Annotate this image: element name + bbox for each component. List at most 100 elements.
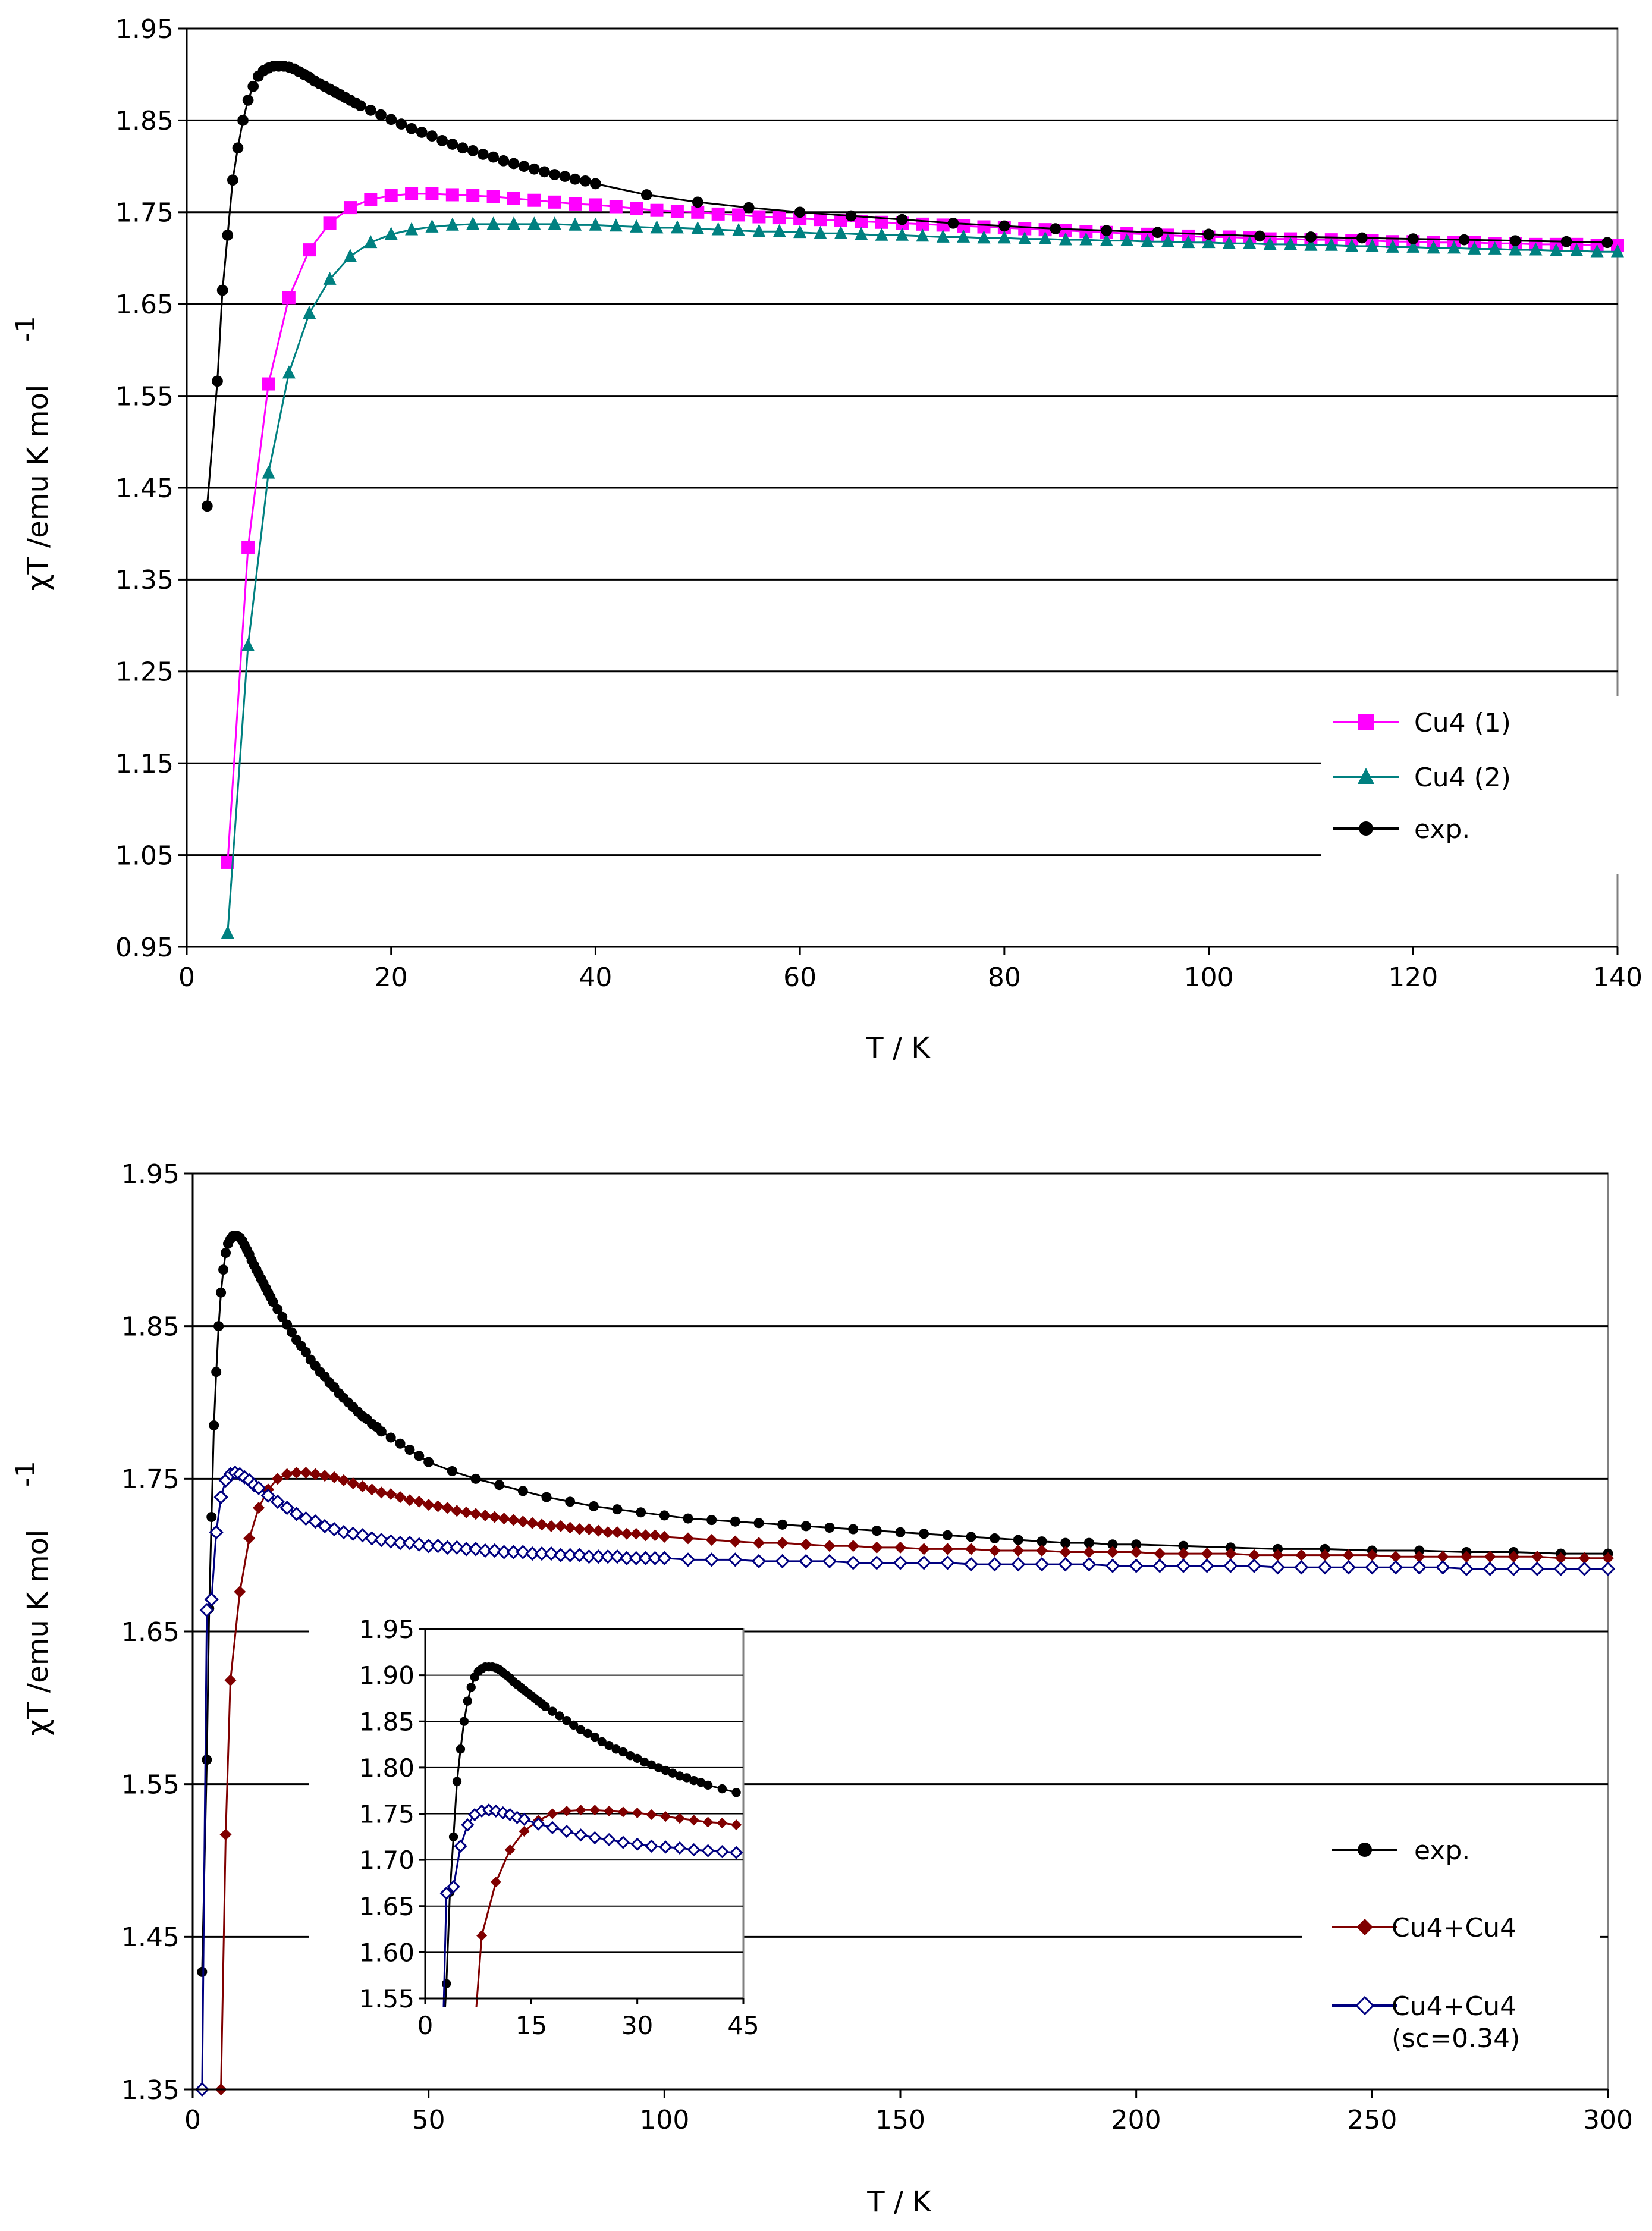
chart-bottom-point-cu4-cu4 (1201, 1548, 1213, 1560)
chart-bottom-point-cu4-cu4 (847, 1540, 859, 1552)
chart-top-point-cu4-2 (384, 227, 398, 240)
chart-bottom-legend-box (1302, 1825, 1600, 2069)
chart-top-point-cu4-2 (445, 217, 459, 231)
chart-top-point-cu4-1 (1018, 222, 1032, 236)
inset-point-cu4-cu4 (660, 1811, 671, 1822)
chart-top-y-tick-label: 1.95 (115, 14, 174, 45)
chart-bottom-point-cu4-cu4 (1177, 1548, 1189, 1560)
inset-point-cu4-cu4-sc-0-34 (517, 1812, 531, 1826)
chart-top-y-tick-label: 1.65 (115, 290, 174, 320)
chart-top-point-cu4-1 (405, 187, 419, 200)
inset-point-cu4-cu4-sc-0-34 (659, 1840, 673, 1854)
chart-bottom-point-cu4-cu4-sc-0-34 (506, 1545, 521, 1559)
chart-top-x-tick-label: 140 (1593, 962, 1642, 993)
chart-bottom-point-exp (683, 1513, 693, 1524)
chart-bottom-point-cu4-cu4-sc-0-34 (1600, 1561, 1616, 1576)
chart-bottom-x-tick-label: 50 (412, 2105, 445, 2135)
chart-bottom-point-cu4-cu4 (1602, 1552, 1614, 1564)
chart-top-point-exp (375, 109, 387, 121)
chart-bottom-point-cu4-cu4 (988, 1544, 1001, 1557)
chart-bottom-point-exp (268, 1297, 278, 1307)
chart-bottom-point-exp (1013, 1535, 1023, 1545)
inset-point-cu4-cu4 (617, 1806, 629, 1818)
inset-axes: 1.55 1.60 1.65 1.70 1.75 1.80 1.85 1.90 1.95 0 15 3… (359, 1615, 759, 2040)
chart-top-point-cu4-2 (1570, 243, 1584, 256)
chart-bottom-point-exp (282, 1319, 293, 1330)
inset-point-exp (668, 1768, 677, 1778)
chart-bottom-point-cu4-cu4 (1248, 1549, 1260, 1561)
inset-y-tick-label: 1.55 (359, 1984, 414, 2013)
chart-bottom-point-cu4-cu4-sc-0-34 (846, 1555, 860, 1570)
chart-bottom-point-cu4-cu4 (460, 1506, 473, 1518)
chart-top-point-cu4-1 (323, 216, 337, 230)
inset-point-exp (456, 1744, 466, 1754)
chart-top-point-exp (385, 114, 397, 125)
inset-point-cu4-cu4-sc-0-34 (715, 1845, 729, 1859)
chart-bottom-point-cu4-cu4-sc-0-34 (619, 1551, 634, 1565)
chart-bottom-x-tick-label: 100 (639, 2105, 689, 2135)
chart-bottom-point-exp (565, 1496, 576, 1507)
chart-bottom-x-label: T / K (866, 2185, 932, 2219)
chart-bottom-point-exp (517, 1486, 528, 1496)
chart-bottom-point-exp (423, 1457, 434, 1467)
inset-point-cu4-cu4 (632, 1807, 643, 1818)
chart-bottom-point-cu4-cu4-sc-0-34 (421, 1539, 436, 1554)
chart-bottom-point-cu4-cu4 (385, 1488, 397, 1500)
chart-bottom-point-cu4-cu4 (871, 1541, 883, 1554)
chart-bottom-point-exp (1060, 1537, 1071, 1548)
chart-bottom-point-cu4-cu4 (564, 1521, 576, 1534)
chart-bottom-point-cu4-cu4-sc-0-34 (209, 1525, 224, 1540)
inset-point-cu4-cu4 (702, 1816, 714, 1828)
inset-point-exp (604, 1740, 614, 1750)
chart-bottom-point-cu4-cu4 (219, 1828, 232, 1841)
chart-top-point-cu4-2 (1284, 237, 1298, 250)
chart-top-point-cu4-2 (1304, 237, 1318, 251)
chart-bottom-point-exp (848, 1524, 859, 1535)
chart-top-point-cu4-2 (1222, 236, 1236, 249)
chart-bottom-legend-marker-cu4cu4-sc (1355, 1995, 1375, 2016)
chart-bottom-point-cu4-cu4-sc-0-34 (204, 1592, 219, 1607)
chart-top-point-exp (354, 100, 366, 112)
chart-bottom-point-exp (990, 1533, 1000, 1543)
chart-top-point-cu4-1 (343, 201, 357, 215)
chart-top-point-cu4-2 (977, 230, 991, 244)
chart-bottom-point-exp (871, 1526, 882, 1536)
chart-bottom-point-cu4-cu4-sc-0-34 (392, 1536, 408, 1551)
chart-bottom-point-exp (730, 1516, 740, 1527)
chart-top-point-cu4-2 (732, 223, 746, 237)
chart-bottom-x-tick-label: 250 (1347, 2105, 1397, 2135)
chart-bottom-legend-label-cu4cu4-sc-line1: Cu4+Cu4 (1392, 1991, 1516, 2022)
chart-bottom-point-cu4-cu4-sc-0-34 (213, 1490, 228, 1505)
chart-bottom-point-cu4-cu4 (1413, 1551, 1425, 1563)
chart-bottom-y-tick-label: 1.75 (121, 1464, 180, 1495)
chart-top-point-cu4-1 (650, 203, 664, 217)
chart-top-point-cu4-2 (1590, 244, 1604, 258)
chart-top-point-exp (216, 284, 228, 296)
chart-top-point-exp (1509, 235, 1521, 247)
chart-bottom-y-tick-label: 1.45 (121, 1922, 180, 1953)
inset-point-exp (555, 1711, 564, 1721)
chart-bottom-point-cu4-cu4-sc-0-34 (1294, 1560, 1309, 1575)
inset-point-cu4-cu4 (575, 1805, 586, 1816)
chart-top-point-cu4-1 (384, 189, 398, 203)
chart-bottom-point-exp (1225, 1542, 1236, 1553)
inset-point-cu4-cu4-sc-0-34 (454, 1839, 467, 1853)
chart-top-x-tick-label: 100 (1184, 962, 1234, 993)
chart-bottom-point-cu4-cu4-sc-0-34 (869, 1555, 884, 1570)
chart-bottom-point-cu4-cu4-sc-0-34 (893, 1555, 908, 1570)
inset-point-exp (682, 1773, 692, 1783)
chart-bottom-point-cu4-cu4-sc-0-34 (1341, 1560, 1356, 1575)
chart-top-point-cu4-2 (241, 638, 255, 651)
chart-top-point-cu4-2 (527, 216, 541, 230)
chart-top-y-tick-label: 1.05 (115, 840, 174, 871)
chart-bottom-point-cu4-cu4 (545, 1520, 557, 1532)
chart-bottom-y-tick-label: 1.95 (121, 1159, 180, 1190)
chart-top-point-cu4-2 (1468, 241, 1481, 255)
chart-bottom-point-cu4-cu4 (1130, 1546, 1142, 1558)
chart-bottom-point-exp (824, 1522, 835, 1533)
chart-bottom-point-cu4-cu4-sc-0-34 (728, 1552, 743, 1567)
inset-point-cu4-cu4-sc-0-34 (588, 1831, 602, 1844)
inset-point-cu4-cu4 (476, 1930, 488, 1941)
inset-series-group (439, 1662, 743, 2007)
chart-bottom-point-cu4-cu4 (319, 1470, 331, 1482)
